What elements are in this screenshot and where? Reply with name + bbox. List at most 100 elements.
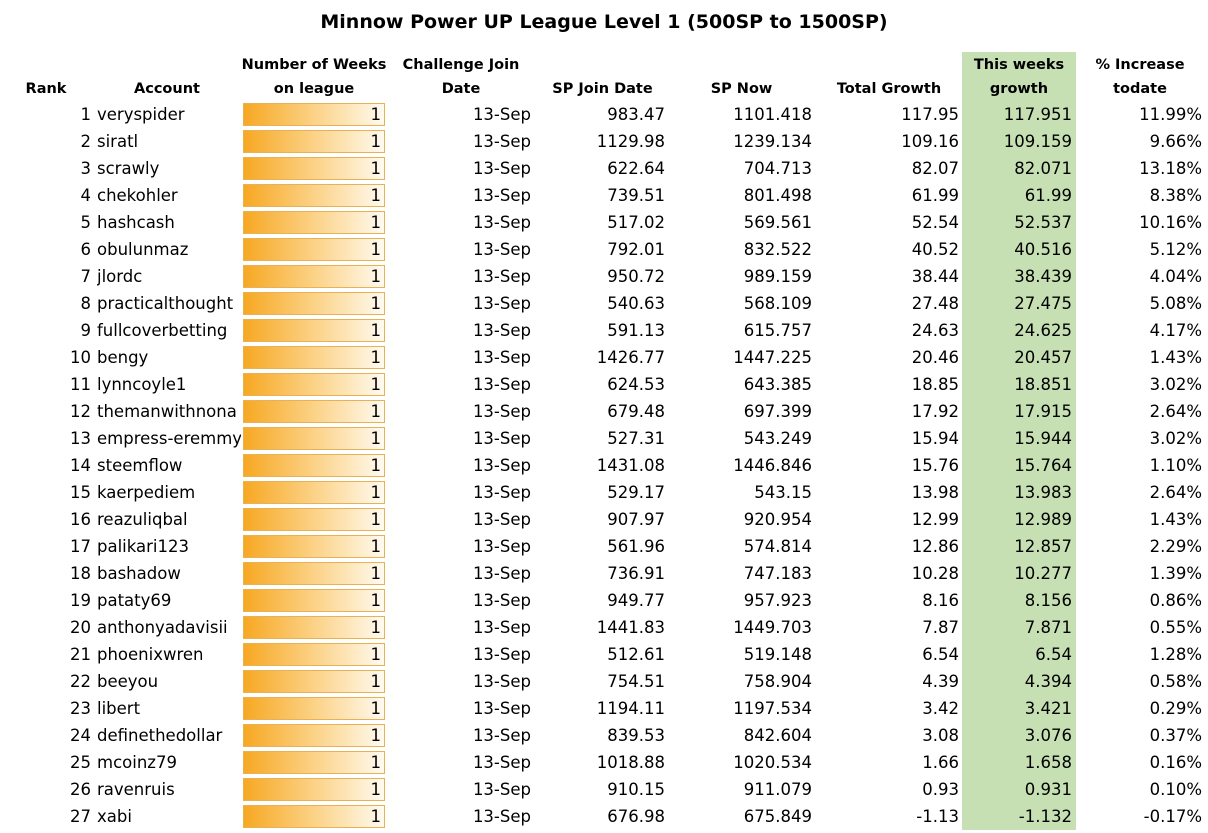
sp-join-cell: 949.77 (607, 591, 665, 610)
sp-now-cell: 543.249 (743, 429, 812, 448)
total-growth-cell: 24.63 (911, 321, 959, 340)
weeks-cell: 1 (243, 292, 385, 315)
table-row: 9 fullcoverbetting 1 13-Sep 591.13 615.757 24.… (0, 317, 1208, 344)
table-row: 20 anthonyadavisii 1 13-Sep 1441.83 1449.703 7… (0, 614, 1208, 641)
join-date-cell: 13-Sep (472, 780, 531, 799)
table-row: 21 phoenixwren 1 13-Sep 512.61 519.148 6.54 6.5… (0, 641, 1208, 668)
rank-cell: 18 (70, 564, 91, 583)
join-date-cell: 13-Sep (472, 807, 531, 826)
weeks-cell: 1 (243, 238, 385, 261)
sp-now-cell: 747.183 (743, 564, 812, 583)
weeks-value: 1 (370, 618, 382, 637)
header-pct-line1: % Increase (1095, 57, 1185, 73)
this-week-growth-cell: 3.076 (1024, 726, 1072, 745)
pct-increase-cell: 0.86% (1149, 591, 1202, 610)
account-cell: bashadow (97, 564, 181, 583)
rank-cell: 16 (70, 510, 91, 529)
table-row: 5 hashcash 1 13-Sep 517.02 569.561 52.54 52.537… (0, 209, 1208, 236)
this-week-growth-cell: 82.071 (1014, 159, 1072, 178)
account-cell: themanwithnona (97, 402, 237, 421)
sp-join-cell: 591.13 (607, 321, 665, 340)
weeks-cell: 1 (243, 400, 385, 423)
total-growth-cell: 17.92 (911, 402, 959, 421)
account-cell: jlordc (97, 267, 143, 286)
weeks-cell: 1 (243, 616, 385, 639)
header-sp-join: SP Join Date (552, 81, 653, 97)
sp-now-cell: 1449.703 (733, 618, 812, 637)
table-row: 15 kaerpediem 1 13-Sep 529.17 543.15 13.98 13.9… (0, 479, 1208, 506)
table-row: 2 siratl 1 13-Sep 1129.98 1239.134 109.16 109.1… (0, 128, 1208, 155)
weeks-value: 1 (370, 429, 382, 448)
pct-increase-cell: 2.64% (1149, 483, 1202, 502)
join-date-cell: 13-Sep (472, 591, 531, 610)
join-date-cell: 13-Sep (472, 186, 531, 205)
join-date-cell: 13-Sep (472, 321, 531, 340)
pct-increase-cell: 1.39% (1149, 564, 1202, 583)
rank-cell: 20 (70, 618, 91, 637)
sp-now-cell: 1446.846 (733, 456, 812, 475)
sp-join-cell: 1129.98 (596, 132, 665, 151)
rank-cell: 7 (80, 267, 92, 286)
weeks-value: 1 (370, 591, 382, 610)
sp-join-cell: 1426.77 (596, 348, 665, 367)
total-growth-cell: 52.54 (911, 213, 959, 232)
rank-cell: 15 (70, 483, 91, 502)
sp-now-cell: 569.561 (743, 213, 812, 232)
this-week-growth-cell: 7.871 (1024, 618, 1072, 637)
account-cell: xabi (97, 807, 132, 826)
sp-join-cell: 561.96 (607, 537, 665, 556)
table-row: 26 ravenruis 1 13-Sep 910.15 911.079 0.93 0.931… (0, 776, 1208, 803)
pct-increase-cell: 8.38% (1149, 186, 1202, 205)
account-cell: veryspider (97, 105, 185, 124)
sp-join-cell: 739.51 (607, 186, 665, 205)
this-week-growth-cell: 10.277 (1014, 564, 1072, 583)
sp-join-cell: 736.91 (607, 564, 665, 583)
sp-now-cell: 1447.225 (733, 348, 812, 367)
pct-increase-cell: 11.99% (1139, 105, 1202, 124)
weeks-value: 1 (370, 159, 382, 178)
account-cell: steemflow (97, 456, 183, 475)
rank-cell: 21 (70, 645, 91, 664)
pct-increase-cell: 9.66% (1149, 132, 1202, 151)
join-date-cell: 13-Sep (472, 537, 531, 556)
pct-increase-cell: 0.16% (1149, 753, 1202, 772)
account-cell: kaerpediem (97, 483, 196, 502)
account-cell: mcoinz79 (97, 753, 177, 772)
pct-increase-cell: 0.58% (1149, 672, 1202, 691)
rank-cell: 17 (70, 537, 91, 556)
header-weeks-line1: Number of Weeks (241, 57, 387, 73)
table-row: 17 palikari123 1 13-Sep 561.96 574.814 12.86 12… (0, 533, 1208, 560)
header-join-line2: Date (441, 81, 481, 97)
this-week-growth-cell: 0.931 (1024, 780, 1072, 799)
join-date-cell: 13-Sep (472, 348, 531, 367)
sp-now-cell: 920.954 (743, 510, 812, 529)
account-cell: lynncoyle1 (97, 375, 187, 394)
header-weeks-line2: on league (273, 81, 355, 97)
sp-now-cell: 1101.418 (733, 105, 812, 124)
weeks-value: 1 (370, 456, 382, 475)
total-growth-cell: 109.16 (901, 132, 959, 151)
weeks-value: 1 (370, 672, 382, 691)
weeks-value: 1 (370, 240, 382, 259)
rank-cell: 1 (80, 105, 92, 124)
sp-now-cell: 519.148 (743, 645, 812, 664)
pct-increase-cell: 4.04% (1149, 267, 1202, 286)
join-date-cell: 13-Sep (472, 294, 531, 313)
sp-join-cell: 679.48 (607, 402, 665, 421)
header-this-week-line1: This weeks (973, 57, 1065, 73)
weeks-value: 1 (370, 132, 382, 151)
rank-cell: 26 (70, 780, 91, 799)
sp-now-cell: 568.109 (743, 294, 812, 313)
sp-now-cell: 704.713 (743, 159, 812, 178)
header-weeks: Number of Weeks on league (238, 53, 390, 101)
join-date-cell: 13-Sep (472, 564, 531, 583)
sp-now-cell: 957.923 (743, 591, 812, 610)
weeks-value: 1 (370, 213, 382, 232)
rank-cell: 5 (80, 213, 92, 232)
sp-now-cell: 1239.134 (733, 132, 812, 151)
total-growth-cell: 3.08 (922, 726, 959, 745)
weeks-value: 1 (370, 726, 382, 745)
total-growth-cell: 82.07 (911, 159, 959, 178)
total-growth-cell: 6.54 (922, 645, 959, 664)
total-growth-cell: 10.28 (911, 564, 959, 583)
